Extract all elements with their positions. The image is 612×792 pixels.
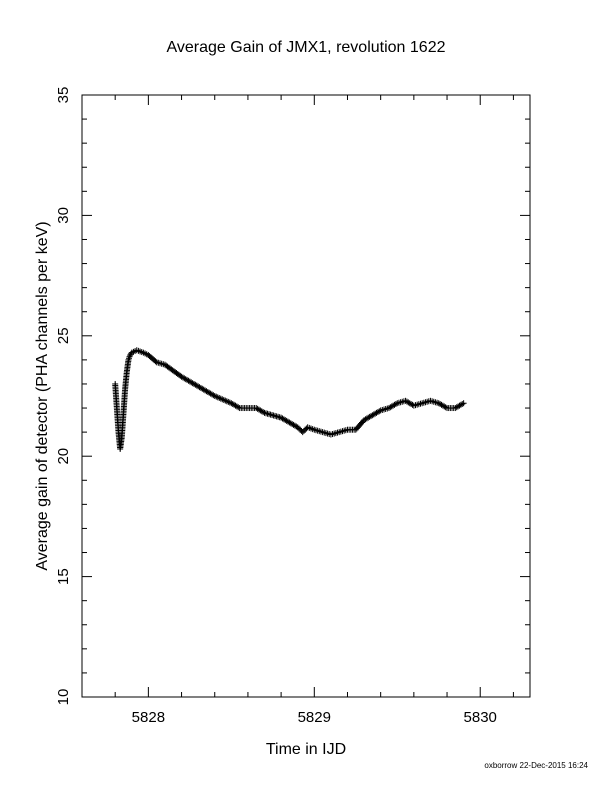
axis-ticks: [81, 94, 530, 698]
data-point-interp: [442, 404, 449, 411]
x-tick-label: 5828: [132, 709, 165, 726]
y-tick-label: 30: [55, 207, 72, 224]
y-axis-label: Average gain of detector (PHA channels p…: [34, 221, 51, 570]
x-axis-label: Time in IJD: [266, 741, 346, 758]
y-tick-label: 15: [55, 568, 72, 585]
data-point-interp: [459, 401, 466, 408]
data-point: [460, 400, 467, 407]
plot-frame: [81, 94, 531, 698]
y-tick-label: 20: [55, 448, 72, 465]
y-tick-label: 25: [55, 327, 72, 344]
data-point-interp: [376, 408, 383, 415]
data-series: [112, 347, 467, 452]
data-point-interp: [210, 392, 217, 399]
data-point-interp: [260, 409, 267, 416]
tick-labels: 10 15 20 25 30 35 5828 5829 5830: [55, 87, 497, 726]
x-tick-label: 5829: [298, 709, 331, 726]
data-point-interp: [392, 401, 399, 408]
chart-title: Average Gain of JMX1, revolution 1622: [167, 39, 446, 56]
y-tick-label: 10: [55, 689, 72, 706]
footer-note: oxborrow 22-Dec-2015 16:24: [484, 761, 588, 770]
data-point-interp: [235, 404, 242, 411]
y-tick-label: 35: [55, 87, 72, 104]
x-tick-label: 5830: [464, 709, 497, 726]
